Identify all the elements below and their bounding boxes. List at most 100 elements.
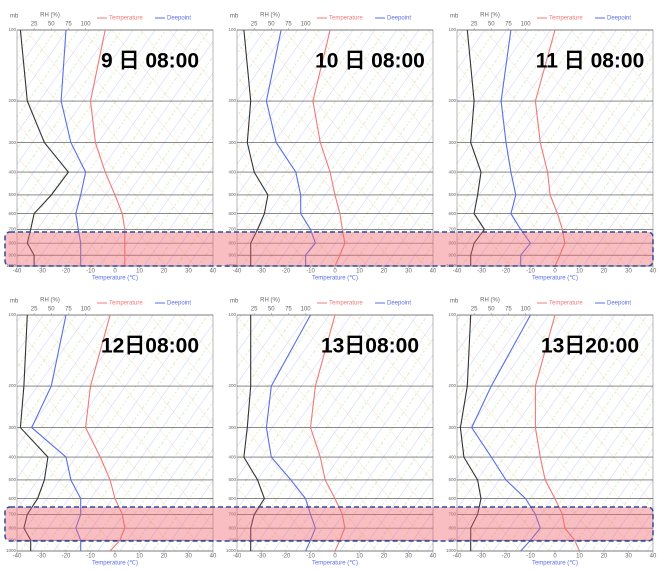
legend-label: Temperature (329, 16, 363, 22)
rh-tick-label: 75 (65, 22, 72, 28)
panel: 1002003004005006007008009001000-40-30-20… (226, 298, 437, 567)
y-tick-label: 400 (8, 454, 16, 459)
y-tick-label: 800 (8, 525, 16, 530)
profile-line (265, 314, 316, 552)
x-tick-label: -40 (453, 269, 462, 275)
x-tick-label: 20 (601, 269, 608, 275)
panel-title: 12日08:00 (101, 335, 199, 358)
x-tick-label: -40 (453, 554, 462, 560)
x-tick-label: -40 (233, 269, 242, 275)
x-tick-label: 0 (553, 554, 557, 560)
x-axis-label: Temperature (℃) (312, 276, 358, 282)
profile-line (60, 29, 87, 266)
y-tick-label: 1000 (226, 263, 237, 268)
rh-tick-label: 50 (48, 22, 55, 28)
legend-label: Temperature (549, 301, 583, 307)
y-axis-label: mb (10, 14, 19, 20)
legend-label: Temperature (109, 301, 143, 307)
panel-title: 13日20:00 (541, 335, 639, 358)
x-tick-label: 30 (405, 554, 412, 560)
x-tick-label: -20 (502, 554, 511, 560)
x-tick-label: -30 (257, 554, 266, 560)
y-tick-label: 700 (228, 512, 236, 517)
y-tick-label: 300 (8, 140, 16, 145)
x-tick-label: 10 (576, 269, 583, 275)
panel-title: 9 日 08:00 (101, 50, 199, 73)
profile-line (89, 29, 126, 266)
y-tick-label: 1000 (6, 548, 17, 553)
y-tick-label: 500 (8, 192, 16, 197)
rh-tick-label: 100 (301, 307, 312, 313)
rh-tick-label: 100 (81, 22, 92, 28)
x-tick-label: -40 (233, 554, 242, 560)
y-tick-label: 100 (448, 27, 456, 32)
y-tick-label: 400 (448, 454, 456, 459)
y-tick-label: 100 (228, 27, 236, 32)
rh-tick-label: 75 (505, 307, 512, 313)
y-tick-label: 200 (448, 98, 456, 103)
y-tick-label: 600 (448, 496, 456, 501)
panels: 1002003004005006007008009001000-40-30-20… (6, 13, 657, 567)
y-axis-label: mb (230, 14, 239, 20)
legend-label: Deepoint (167, 301, 191, 307)
x-tick-label: 40 (210, 269, 217, 275)
profile-line (19, 29, 70, 266)
x-tick-label: 0 (113, 269, 117, 275)
x-tick-label: -30 (37, 554, 46, 560)
x-axis-label: Temperature (℃) (532, 561, 578, 567)
rh-label: RH (%) (260, 13, 280, 19)
y-tick-label: 400 (228, 169, 236, 174)
rh-label: RH (%) (40, 13, 60, 19)
y-tick-label: 900 (448, 252, 456, 257)
profile-line (312, 29, 346, 267)
rh-tick-label: 100 (81, 307, 92, 313)
profile-line (243, 29, 269, 266)
y-axis-label: mb (230, 299, 239, 305)
x-tick-label: -10 (526, 269, 535, 275)
legend-label: Deepoint (387, 16, 411, 22)
rh-tick-label: 50 (48, 307, 55, 313)
x-tick-label: 40 (210, 554, 217, 560)
x-tick-label: -40 (13, 554, 22, 560)
y-tick-label: 800 (228, 240, 236, 245)
profile-line (31, 314, 82, 551)
y-tick-label: 600 (8, 211, 16, 216)
x-tick-label: -30 (477, 269, 486, 275)
x-tick-label: 40 (430, 554, 437, 560)
x-tick-label: 10 (356, 269, 363, 275)
adiabats (457, 315, 653, 551)
x-tick-label: 40 (650, 554, 657, 560)
rh-label: RH (%) (480, 298, 500, 304)
y-tick-label: 200 (228, 383, 236, 388)
rh-tick-label: 100 (521, 22, 532, 28)
x-tick-label: 0 (553, 269, 557, 275)
x-tick-label: 10 (136, 554, 143, 560)
profile-line (471, 314, 541, 552)
rh-tick-label: 25 (31, 22, 38, 28)
y-tick-label: 100 (448, 312, 456, 317)
profile-line (265, 29, 317, 266)
y-tick-label: 300 (228, 425, 236, 430)
x-tick-label: 30 (625, 269, 632, 275)
profile-line (85, 314, 126, 552)
legend-label: Temperature (109, 16, 143, 22)
y-tick-label: 100 (8, 27, 16, 32)
y-tick-label: 600 (228, 496, 236, 501)
y-tick-label: 700 (8, 512, 16, 517)
x-tick-label: -20 (282, 554, 291, 560)
y-tick-label: 900 (8, 537, 16, 542)
x-tick-label: 10 (136, 269, 143, 275)
x-tick-label: -40 (13, 269, 22, 275)
legend-label: Deepoint (607, 301, 631, 307)
adiabats (237, 30, 433, 266)
adiabats (17, 30, 213, 266)
x-tick-label: -20 (62, 269, 71, 275)
rh-tick-label: 75 (285, 307, 292, 313)
y-tick-label: 500 (8, 477, 16, 482)
rh-tick-label: 25 (471, 307, 478, 313)
x-tick-label: 40 (430, 269, 437, 275)
rh-tick-label: 75 (285, 22, 292, 28)
y-tick-label: 500 (448, 192, 456, 197)
y-tick-label: 1000 (446, 548, 457, 553)
y-tick-label: 700 (8, 227, 16, 232)
